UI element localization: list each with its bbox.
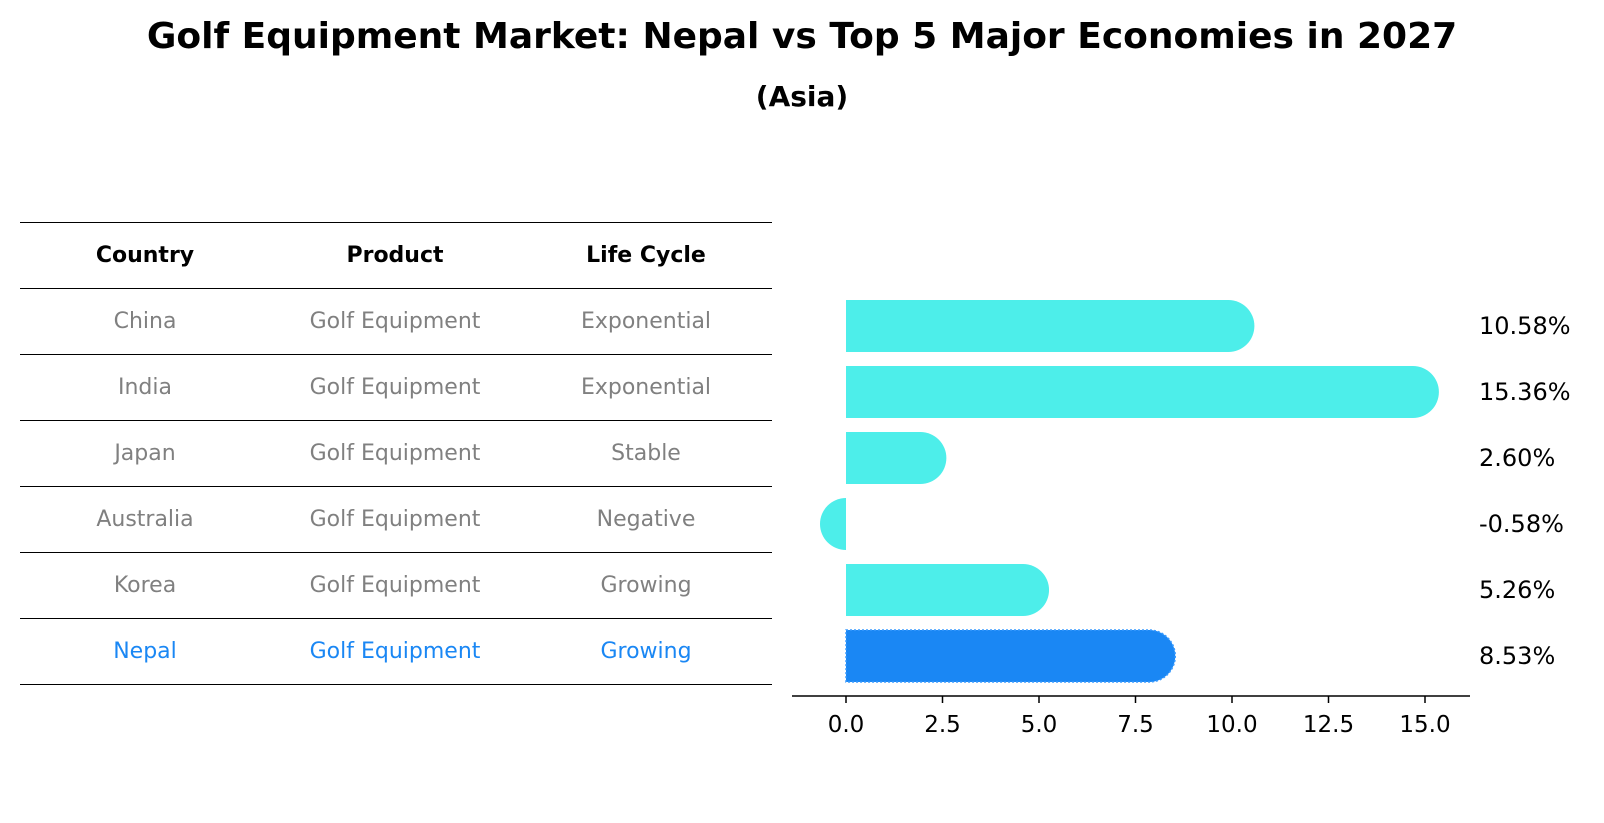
bar-value-label: -0.58% xyxy=(1479,510,1564,538)
table-row: China Golf Equipment Exponential xyxy=(20,288,772,354)
country-cell: Korea xyxy=(113,573,177,598)
bar-value-label: 5.26% xyxy=(1479,576,1555,604)
x-tick-label: 0.0 xyxy=(828,712,865,738)
bar-value-label: 8.53% xyxy=(1479,642,1555,670)
life-cycle-cell: Stable xyxy=(611,441,681,466)
life-cycle-cell: Growing xyxy=(600,639,692,664)
bar xyxy=(846,300,1255,352)
x-tick-label: 5.0 xyxy=(1021,712,1058,738)
product-cell: Golf Equipment xyxy=(309,309,481,334)
country-cell: Japan xyxy=(114,441,176,466)
country-cell: China xyxy=(113,309,177,334)
table-header-row: Country Product Life Cycle xyxy=(20,222,772,288)
product-cell: Golf Equipment xyxy=(309,507,481,532)
x-tick-label: 7.5 xyxy=(1117,712,1154,738)
bar xyxy=(846,366,1439,418)
life-cycle-cell: Exponential xyxy=(580,375,712,400)
bar-value-label: 2.60% xyxy=(1479,444,1555,472)
x-tick-label: 15.0 xyxy=(1399,712,1450,738)
x-tick-label: 10.0 xyxy=(1206,712,1257,738)
x-tick-label: 12.5 xyxy=(1303,712,1354,738)
bar-highlight xyxy=(845,629,1177,683)
chart-subtitle: (Asia) xyxy=(755,80,849,113)
bar xyxy=(820,498,846,550)
chart-title: Golf Equipment Market: Nepal vs Top 5 Ma… xyxy=(146,16,1458,57)
life-cycle-cell: Exponential xyxy=(580,309,712,334)
table-row: Korea Golf Equipment Growing xyxy=(20,552,772,618)
bar xyxy=(846,564,1050,616)
country-cell: Australia xyxy=(96,507,194,532)
bar xyxy=(846,432,947,484)
x-tick-label: 2.5 xyxy=(924,712,961,738)
bar-value-label: 10.58% xyxy=(1479,312,1571,340)
header-country: Country xyxy=(95,243,195,268)
market-table: Country Product Life Cycle China Golf Eq… xyxy=(20,222,772,685)
table-row-highlighted: Nepal Golf Equipment Growing xyxy=(20,618,772,685)
header-life-cycle: Life Cycle xyxy=(586,243,706,268)
country-cell: Nepal xyxy=(113,639,177,664)
table-row: India Golf Equipment Exponential xyxy=(20,354,772,420)
life-cycle-cell: Growing xyxy=(600,573,692,598)
product-cell: Golf Equipment xyxy=(309,375,481,400)
product-cell: Golf Equipment xyxy=(309,639,481,664)
product-cell: Golf Equipment xyxy=(309,441,481,466)
country-cell: India xyxy=(118,375,172,400)
bar-value-label: 15.36% xyxy=(1479,378,1571,406)
life-cycle-cell: Negative xyxy=(596,507,696,532)
header-product: Product xyxy=(346,243,444,268)
product-cell: Golf Equipment xyxy=(309,573,481,598)
table-row: Japan Golf Equipment Stable xyxy=(20,420,772,486)
table-row: Australia Golf Equipment Negative xyxy=(20,486,772,552)
